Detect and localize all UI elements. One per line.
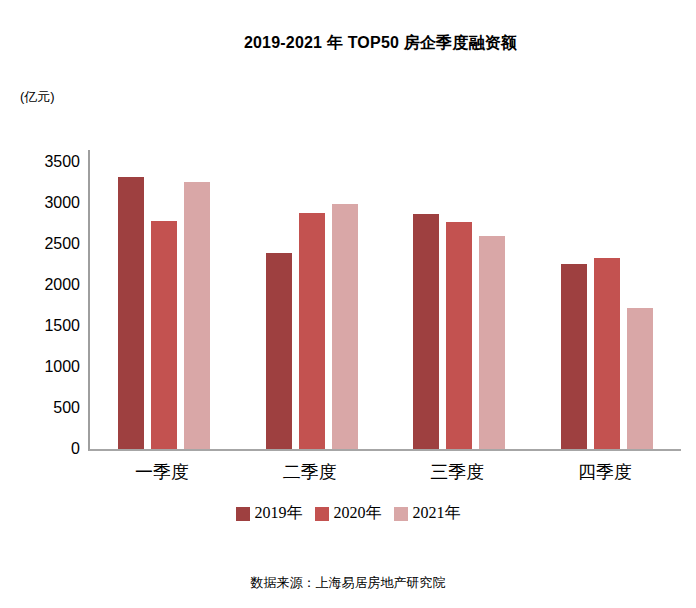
bar-2020-q3: [446, 222, 472, 449]
x-tick-label-q2: 二季度: [240, 460, 380, 484]
bar-2020-q1: [151, 221, 177, 449]
y-tick-label-3000: 3000: [18, 193, 80, 213]
y-axis-unit-label: (亿元): [20, 88, 55, 106]
x-tick-label-q1: 一季度: [92, 460, 232, 484]
bar-2020-q2: [299, 213, 325, 449]
bar-2021-q4: [627, 308, 653, 449]
y-tick-label-1500: 1500: [18, 316, 80, 336]
y-tick-label-1000: 1000: [18, 357, 80, 377]
legend-label: 2019年: [255, 503, 303, 524]
plot-area: [88, 150, 681, 451]
legend-item-2021: 2021年: [394, 503, 461, 524]
y-tick-label-3500: 3500: [18, 152, 80, 172]
bar-2019-q1: [118, 177, 144, 449]
legend: 2019年 2020年 2021年: [0, 503, 696, 524]
legend-label: 2020年: [334, 503, 382, 524]
legend-item-2020: 2020年: [315, 503, 382, 524]
bar-2021-q2: [332, 204, 358, 449]
legend-swatch-icon: [315, 507, 329, 521]
legend-swatch-icon: [394, 507, 408, 521]
bar-2021-q1: [184, 182, 210, 449]
chart-title: 2019-2021 年 TOP50 房企季度融资额: [65, 33, 696, 54]
y-tick-label-0: 0: [18, 439, 80, 459]
legend-label: 2021年: [413, 503, 461, 524]
bar-2019-q4: [561, 264, 587, 449]
y-tick-label-2000: 2000: [18, 275, 80, 295]
chart-canvas: 2019-2021 年 TOP50 房企季度融资额 (亿元) 0 500 1000 1…: [0, 0, 696, 608]
bar-2019-q3: [413, 214, 439, 449]
bar-2020-q4: [594, 258, 620, 449]
legend-item-2019: 2019年: [236, 503, 303, 524]
bar-2019-q2: [266, 253, 292, 449]
x-tick-label-q4: 四季度: [535, 460, 675, 484]
x-tick-label-q3: 三季度: [387, 460, 527, 484]
bar-2021-q3: [479, 236, 505, 449]
legend-swatch-icon: [236, 507, 250, 521]
source-note: 数据来源：上海易居房地产研究院: [0, 574, 696, 592]
y-tick-label-500: 500: [18, 398, 80, 418]
y-tick-label-2500: 2500: [18, 234, 80, 254]
